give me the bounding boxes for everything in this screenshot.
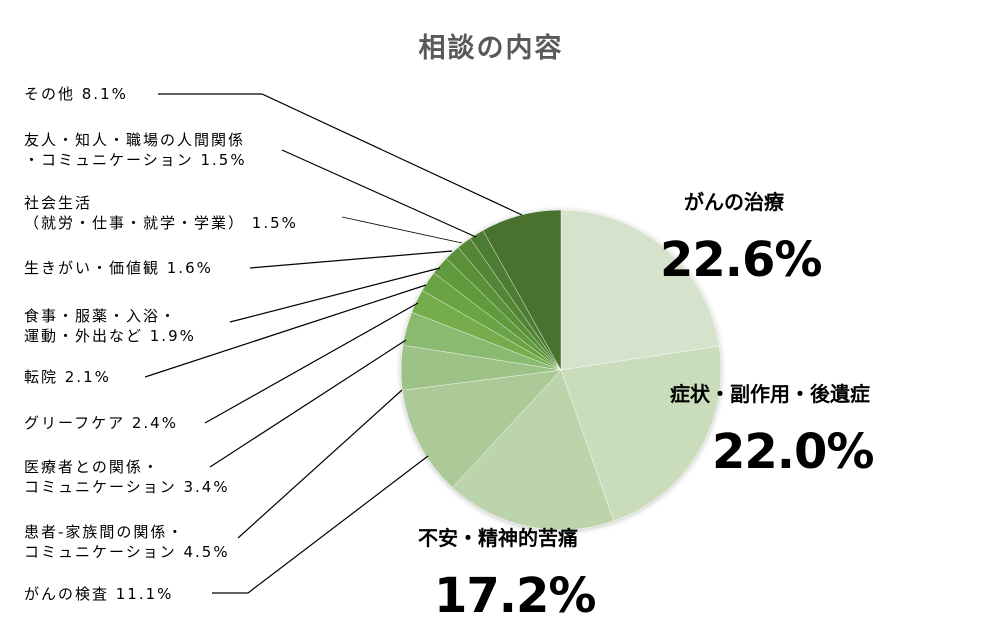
value-symptoms: 22.0% (712, 424, 875, 480)
label-family-relationship: 患者-家族間の関係・ コミュニケーション 4.5% (24, 523, 230, 561)
chart-title: 相談の内容 (418, 33, 564, 64)
leader-line-friends (281, 149, 477, 238)
leader-lines (144, 93, 523, 594)
pie-slice (452, 369, 615, 531)
leader-line-meals (229, 267, 441, 323)
pie-slice (560, 345, 722, 522)
label-cancer-treatment: がんの治療 (684, 190, 784, 214)
label-anxiety: 不安・精神的苦痛 (418, 526, 578, 550)
leader-line-grief (204, 302, 419, 424)
label-grief-care: グリーフケア 2.4% (24, 414, 178, 432)
pie-slice (482, 209, 562, 371)
label-cancer-exam: がんの検査 11.1% (24, 585, 174, 603)
value-anxiety: 17.2% (434, 568, 597, 624)
label-friends-relationships: 友人・知人・職場の人間関係 ・コミュニケーション 1.5% (24, 131, 247, 169)
label-daily-activities: 食事・服薬・入浴・ 運動・外出など 1.9% (24, 307, 196, 345)
label-purpose-values: 生きがい・価値観 1.6% (24, 259, 213, 277)
leader-line-exam (212, 455, 429, 594)
pie-slice (402, 369, 562, 488)
leader-line-purpose (249, 250, 453, 269)
pie-slice (560, 209, 720, 371)
pie-slices (400, 209, 722, 531)
label-symptoms: 症状・副作用・後遺症 (670, 382, 870, 406)
leader-line-family (237, 389, 403, 539)
label-transfer: 転院 2.1% (24, 368, 111, 386)
leader-line-medical-staff (209, 339, 407, 468)
label-medical-staff-relationship: 医療者との関係・ コミュニケーション 3.4% (24, 458, 230, 496)
value-cancer-treatment: 22.6% (660, 232, 823, 288)
leader-line-social (341, 216, 463, 244)
label-other: その他 8.1% (24, 85, 128, 103)
label-social-life: 社会生活 （就労・仕事・就学・学業） 1.5% (24, 194, 298, 232)
leader-line-other (158, 93, 523, 216)
leader-line-transfer (144, 284, 427, 378)
